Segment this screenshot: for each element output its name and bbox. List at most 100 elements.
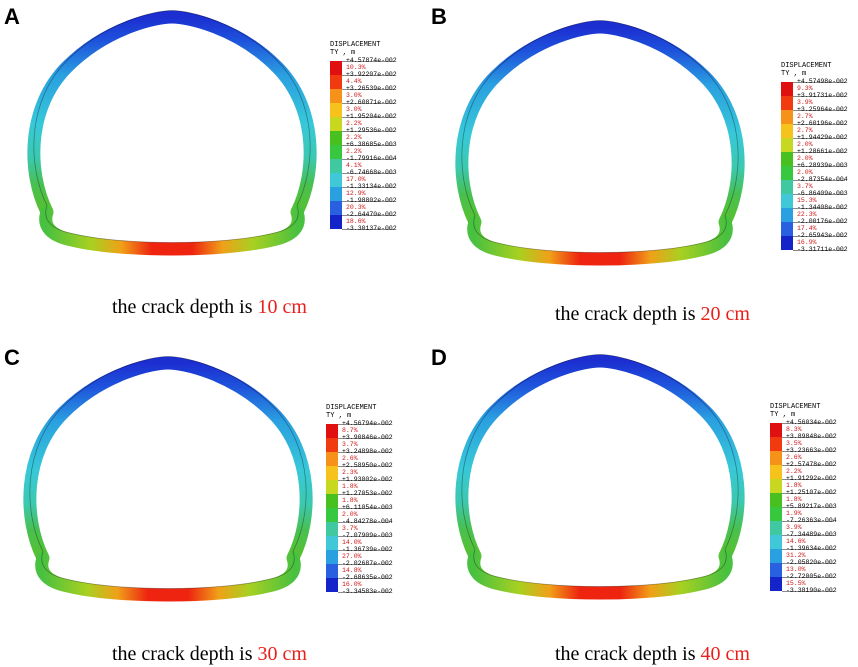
legend-value: +4.57498e-002 — [797, 78, 848, 85]
lining-invert — [467, 215, 733, 266]
tunnel-lining-contour — [455, 20, 745, 266]
legend-tick — [338, 536, 390, 537]
legend-value: +3.90846e-002 — [342, 434, 393, 441]
legend-value: -7.26363e-004 — [786, 517, 837, 524]
legend-value: +3.92207e-002 — [346, 71, 397, 78]
legend-value: +3.91731e-002 — [797, 92, 848, 99]
legend-percent: 17.4% — [797, 225, 817, 232]
legend-color-swatch — [781, 110, 793, 124]
legend-percent: 2.2% — [346, 120, 362, 127]
lining-outline — [461, 354, 739, 587]
legend-percent: 31.2% — [786, 552, 806, 559]
legend-percent: 18.6% — [346, 218, 366, 225]
legend-tick — [342, 159, 394, 160]
legend-color-swatch — [330, 61, 342, 75]
legend-percent: 14.6% — [786, 538, 806, 545]
lining-invert — [39, 205, 305, 256]
legend-percent: 12.9% — [346, 190, 366, 197]
legend-percent: 3.7% — [342, 525, 358, 532]
legend-percent: 14.8% — [342, 567, 362, 574]
legend-percent: 2.2% — [786, 468, 802, 475]
panel-label: A — [4, 4, 20, 29]
legend-tick — [793, 250, 845, 251]
legend-value: +4.56034e-002 — [786, 419, 837, 426]
legend-value: -2.72005e-002 — [786, 573, 837, 580]
legend-value: -7.07909e-003 — [342, 532, 393, 539]
legend-value: +1.27053e-002 — [342, 490, 393, 497]
legend-value: +4.57874e-002 — [346, 57, 397, 64]
crack-depth-value: 40 cm — [700, 643, 750, 665]
legend-color-swatch — [326, 550, 338, 564]
legend-value: +4.56794e-002 — [342, 420, 393, 427]
legend-tick — [338, 564, 390, 565]
legend-tick — [793, 124, 845, 125]
legend-tick — [793, 222, 845, 223]
legend-percent: 1.8% — [786, 496, 802, 503]
legend-color-swatch — [770, 465, 782, 479]
legend-value: +2.58950e-002 — [342, 462, 393, 469]
legend-title: DISPLACEMENT — [770, 403, 821, 411]
legend-percent: 15.3% — [797, 197, 817, 204]
legend-tick — [782, 577, 834, 578]
legend-title: DISPLACEMENT — [330, 41, 381, 49]
legend-tick — [338, 592, 390, 593]
lining-outline — [461, 20, 739, 253]
legend-percent: 2.2% — [346, 134, 362, 141]
legend-tick — [793, 208, 845, 209]
legend-value: -2.65943e-002 — [797, 232, 848, 239]
legend-tick — [793, 166, 845, 167]
legend-tick — [782, 549, 834, 550]
legend-color-swatch — [770, 521, 782, 535]
legend-tick — [782, 423, 834, 424]
legend-value: -2.05820e-002 — [786, 559, 837, 566]
legend-tick — [782, 465, 834, 466]
legend-color-swatch — [781, 138, 793, 152]
legend-percent: 2.0% — [797, 141, 813, 148]
lining-crown — [455, 20, 745, 225]
lining-crown — [27, 10, 317, 215]
legend-tick — [782, 437, 834, 438]
legend-value: +1.94429e-002 — [797, 134, 848, 141]
legend-color-swatch — [770, 437, 782, 451]
legend-color-swatch — [770, 451, 782, 465]
legend-value: -4.84278e-004 — [342, 518, 393, 525]
legend-percent: 3.0% — [346, 106, 362, 113]
legend-tick — [342, 215, 394, 216]
panel-caption: the crack depth is 10 cm — [112, 296, 307, 319]
legend-color-swatch — [330, 187, 342, 201]
legend-color-swatch — [330, 159, 342, 173]
legend-tick — [782, 479, 834, 480]
legend-tick — [338, 522, 390, 523]
legend-percent: 3.7% — [797, 183, 813, 190]
legend-percent: 8.3% — [786, 426, 802, 433]
legend-percent: 3.5% — [786, 440, 802, 447]
legend-value: -7.34489e-003 — [786, 531, 837, 538]
legend-color-swatch — [326, 578, 338, 592]
legend-value: -2.68635e-002 — [342, 574, 393, 581]
legend-tick — [338, 466, 390, 467]
legend-title: DISPLACEMENT — [326, 404, 377, 412]
legend-value: -3.31711e-002 — [797, 246, 848, 253]
legend-tick — [782, 563, 834, 564]
legend-color-swatch — [781, 166, 793, 180]
legend-color-swatch — [330, 117, 342, 131]
legend-color-swatch — [781, 124, 793, 138]
legend-value: +2.60196e-002 — [797, 120, 848, 127]
panel-label: B — [431, 4, 447, 29]
legend-tick — [338, 438, 390, 439]
legend-tick — [342, 229, 394, 230]
lining-invert — [467, 549, 733, 600]
legend-color-swatch — [781, 96, 793, 110]
legend-tick — [342, 187, 394, 188]
legend-tick — [338, 424, 390, 425]
legend-percent: 2.3% — [342, 469, 358, 476]
legend-color-swatch — [326, 494, 338, 508]
legend-percent: 3.9% — [797, 99, 813, 106]
legend-percent: 14.0% — [342, 539, 362, 546]
crack-depth-value: 30 cm — [257, 643, 307, 665]
lining-outline — [33, 10, 311, 243]
legend-percent: 2.7% — [797, 127, 813, 134]
legend-color-swatch — [770, 577, 782, 591]
legend-color-swatch — [781, 208, 793, 222]
tunnel-lining-contour — [23, 356, 313, 602]
